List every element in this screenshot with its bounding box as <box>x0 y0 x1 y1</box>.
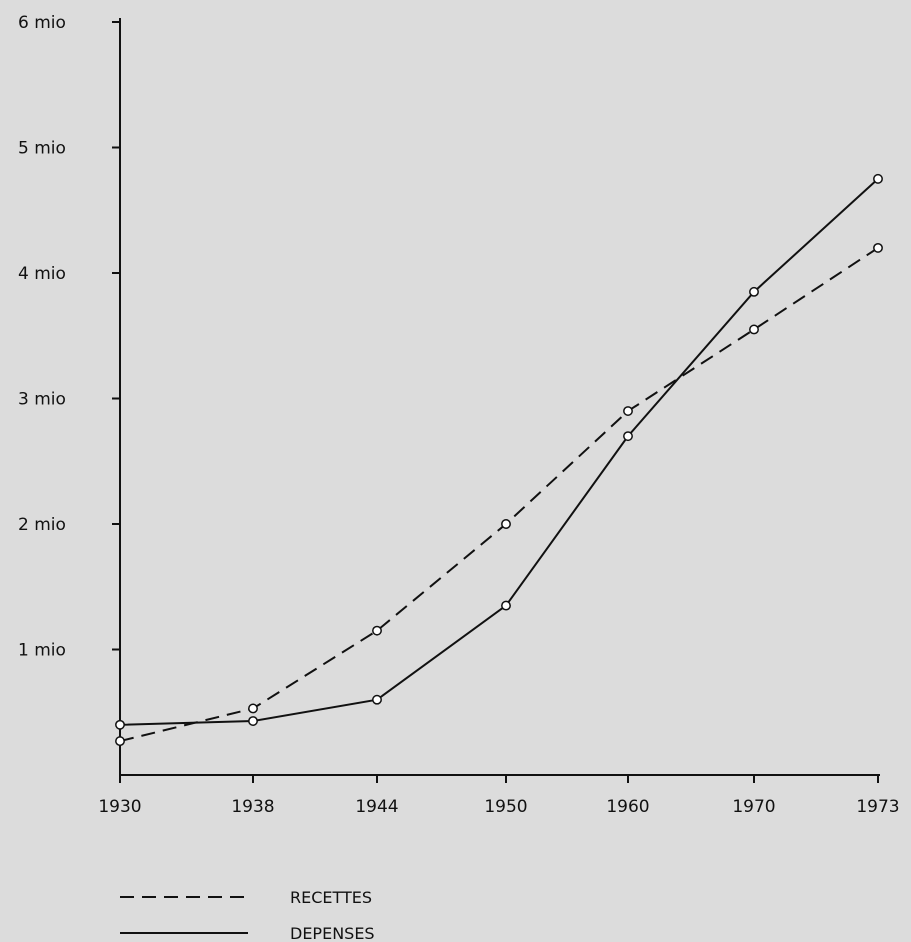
data-point-recettes <box>372 625 382 636</box>
series-line-recettes <box>119 247 879 743</box>
legend: RECETTES DEPENSES <box>120 888 375 942</box>
data-point-depenses <box>501 600 511 611</box>
y-tick-label: 5 mio <box>18 139 66 159</box>
x-axis-ticks: 1930 1938 1944 1950 1960 1970 1973 <box>98 775 900 817</box>
x-tick-label: 1970 <box>732 797 775 817</box>
data-point-depenses <box>623 431 633 442</box>
y-tick-label: 1 mio <box>18 641 66 661</box>
y-tick-label: 6 mio <box>18 13 66 33</box>
data-point-depenses <box>372 694 382 705</box>
data-point-depenses <box>248 716 258 726</box>
y-tick-label: 2 mio <box>18 515 66 535</box>
data-point-recettes <box>623 406 633 416</box>
data-point-recettes <box>873 242 883 253</box>
series-line-depenses <box>119 178 879 726</box>
x-tick-label: 1960 <box>606 797 649 817</box>
x-tick-label: 1944 <box>355 797 398 817</box>
data-point-recettes <box>501 519 511 529</box>
x-tick-label: 1973 <box>856 797 899 817</box>
data-point-depenses <box>749 286 759 297</box>
x-tick-label: 1930 <box>98 797 141 817</box>
data-point-recettes <box>115 736 125 747</box>
legend-label: RECETTES <box>290 888 372 907</box>
x-tick-label: 1938 <box>231 797 274 817</box>
y-tick-label: 4 mio <box>18 264 66 284</box>
data-point-recettes <box>248 703 258 714</box>
axes <box>119 18 880 776</box>
x-tick-label: 1950 <box>484 797 527 817</box>
data-point-depenses <box>115 719 125 730</box>
legend-label: DEPENSES <box>290 924 375 942</box>
y-axis-ticks: 1 mio 2 mio 3 mio 4 mio 5 mio 6 mio <box>18 13 120 661</box>
y-tick-label: 3 mio <box>18 390 66 410</box>
data-point-recettes <box>749 324 759 335</box>
data-point-depenses <box>873 173 883 184</box>
series-layer <box>115 173 883 747</box>
